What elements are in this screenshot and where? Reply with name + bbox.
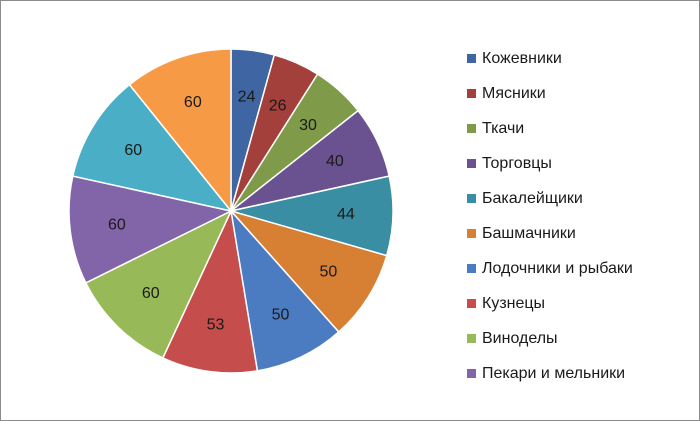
legend-item: Ткачи xyxy=(467,111,692,146)
pie-slice xyxy=(128,48,232,214)
legend-swatch xyxy=(467,264,476,273)
legend-swatch xyxy=(467,194,476,203)
slice-data-label: 60 xyxy=(124,142,142,159)
legend-item: Виноделы xyxy=(467,321,692,356)
legend-label: Торговцы xyxy=(482,154,552,172)
legend-label: Башмачники xyxy=(482,224,576,242)
legend-label: Лодочники и рыбаки xyxy=(482,259,633,277)
legend-item: Торговцы xyxy=(467,146,692,181)
legend-swatch xyxy=(467,334,476,343)
legend-swatch xyxy=(467,124,476,133)
slice-data-label: 60 xyxy=(142,285,160,302)
slice-data-label: 40 xyxy=(326,153,344,170)
slice-data-label: 24 xyxy=(238,89,256,106)
legend-item: Кожевники xyxy=(467,41,692,76)
legend-item: Башмачники xyxy=(467,216,692,251)
legend: Кожевники Мясники Ткачи Торговцы Бакалейщики… xyxy=(467,41,692,391)
legend-label: Кожевники xyxy=(482,49,562,67)
slice-data-label: 50 xyxy=(272,306,290,323)
slice-data-label: 26 xyxy=(269,97,287,114)
slice-data-label: 50 xyxy=(319,264,337,281)
slice-data-label: 60 xyxy=(108,216,126,233)
slice-data-label: 30 xyxy=(299,117,317,134)
pie-slice xyxy=(229,208,340,372)
legend-item: Лодочники и рыбаки xyxy=(467,251,692,286)
slice-data-label: 60 xyxy=(184,94,202,111)
legend-label: Виноделы xyxy=(482,329,558,347)
pie-slice xyxy=(71,83,233,213)
legend-label: Бакалейщики xyxy=(482,189,583,207)
legend-item: Мясники xyxy=(467,76,692,111)
pie-slice xyxy=(228,209,388,334)
legend-label: Пекари и мельники xyxy=(482,364,626,382)
legend-swatch xyxy=(467,229,476,238)
legend-item: Бакалейщики xyxy=(467,181,692,216)
slice-data-label: 44 xyxy=(337,206,355,223)
legend-swatch xyxy=(467,299,476,308)
legend-item: Пекари и мельники xyxy=(467,356,692,391)
legend-swatch xyxy=(467,54,476,63)
legend-item: Кузнецы xyxy=(467,286,692,321)
legend-label: Ткачи xyxy=(482,119,525,137)
legend-swatch xyxy=(467,159,476,168)
pie-slice xyxy=(161,208,259,374)
legend-label: Кузнецы xyxy=(482,294,546,312)
legend-swatch xyxy=(467,369,476,378)
pie-slice xyxy=(84,209,233,359)
slice-data-label: 53 xyxy=(207,316,225,333)
legend-label: Мясники xyxy=(482,84,546,102)
legend-swatch xyxy=(467,89,476,98)
